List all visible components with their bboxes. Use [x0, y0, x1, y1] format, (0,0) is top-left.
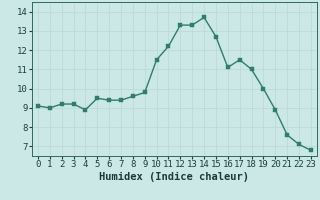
X-axis label: Humidex (Indice chaleur): Humidex (Indice chaleur) — [100, 172, 249, 182]
